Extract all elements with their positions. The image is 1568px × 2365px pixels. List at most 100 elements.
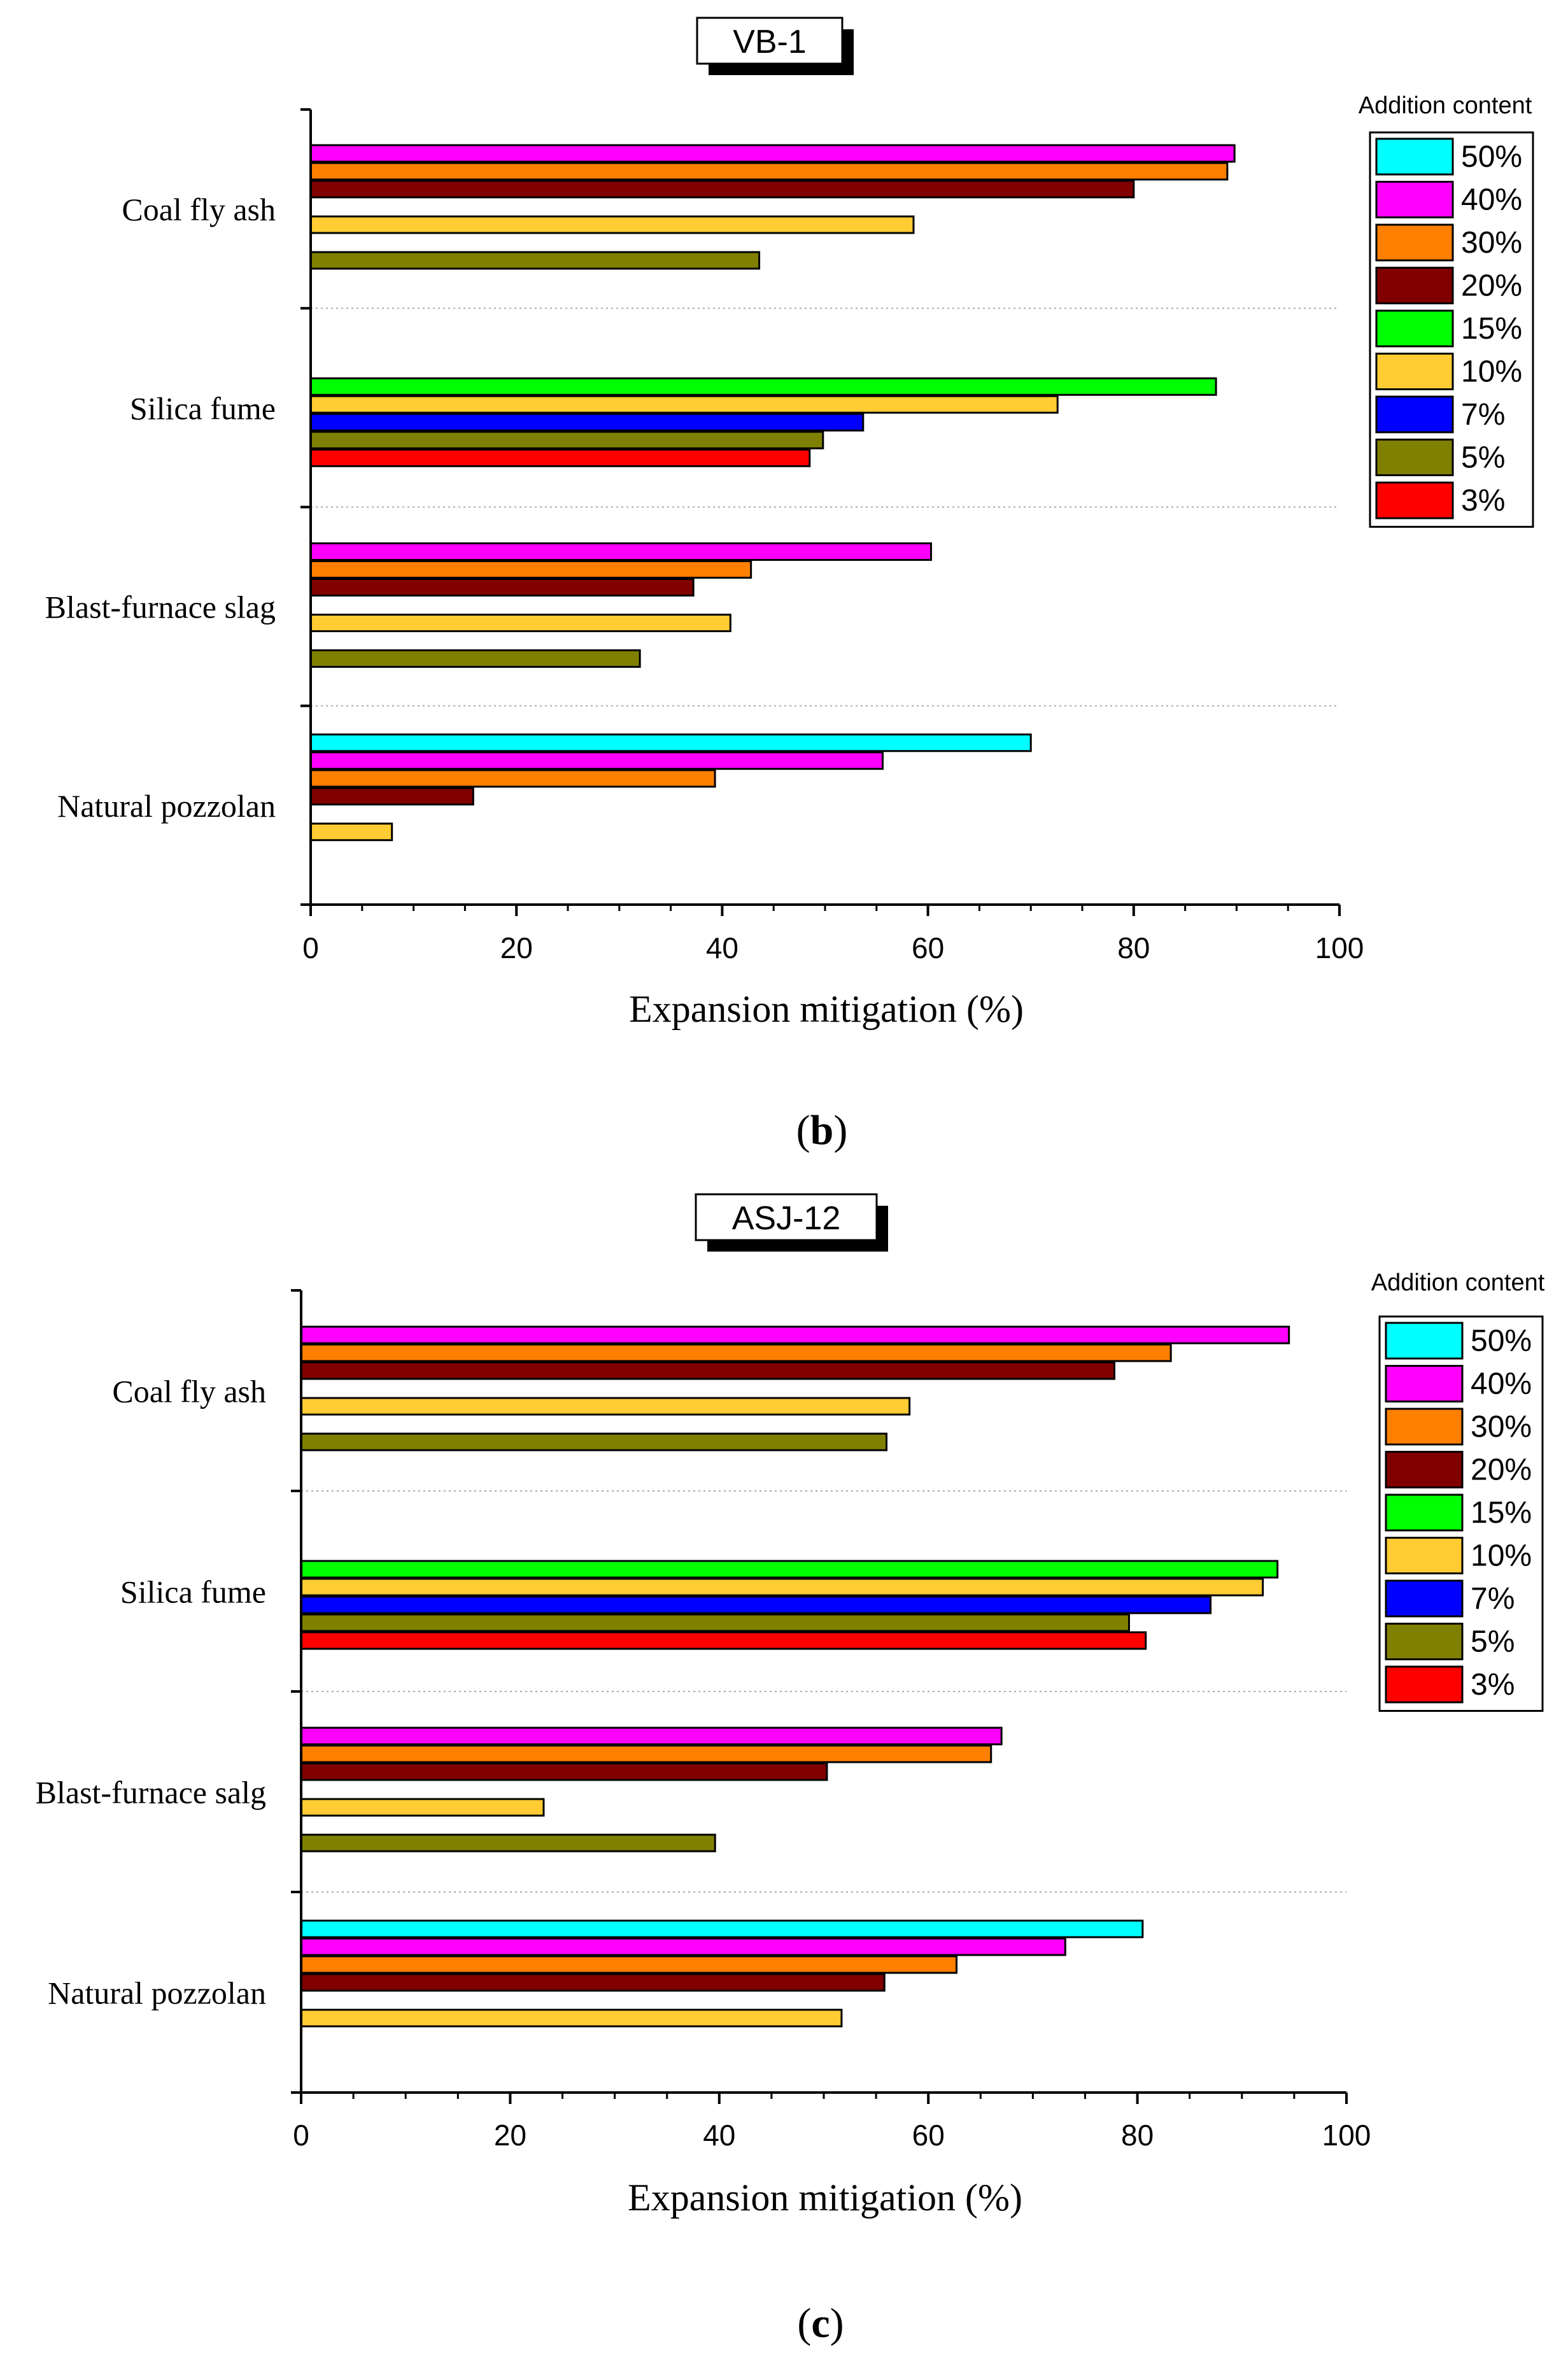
legend-swatch-15pct — [1375, 309, 1454, 348]
chart-title: VB-1 — [733, 24, 807, 60]
x-tick-label: 0 — [302, 931, 319, 964]
legend-label: 40% — [1461, 183, 1522, 217]
legend-label: 7% — [1471, 1582, 1515, 1616]
x-tick-label: 80 — [1121, 2119, 1154, 2152]
legend-swatch-20pct — [1375, 267, 1454, 304]
bar-natural-pozzolan-20pct — [309, 787, 474, 806]
caption-open-paren: ( — [796, 1107, 810, 1154]
bar-coal-fly-ash-5pct — [309, 251, 761, 270]
title-box — [695, 1193, 878, 1241]
bar-silica-fume-10pct — [300, 1578, 1264, 1597]
x-tick-label: 0 — [293, 2119, 309, 2152]
bar-coal-fly-ash-30pct — [300, 1343, 1172, 1362]
chart-panel-b: VB-1 Coal fly ash Silica fume Blast-furnace… — [45, 17, 1534, 1154]
x-axis-label: Expansion mitigation (%) — [628, 2177, 1022, 2219]
caption-open-paren: ( — [797, 2300, 811, 2347]
x-tick-label: 100 — [1315, 931, 1364, 964]
legend-swatch-5pct — [1375, 439, 1454, 476]
bar-blast-furnace-slag-10pct — [309, 614, 731, 632]
chart-title: ASJ-12 — [732, 1200, 841, 1237]
category-label: Coal fly ash — [112, 1374, 266, 1409]
x-tick-label: 40 — [706, 931, 738, 964]
bar-silica-fume-15pct — [300, 1560, 1279, 1579]
bar-blast-furnace-slag-30pct — [309, 560, 752, 579]
category-label: Natural pozzolan — [48, 1975, 266, 2011]
bar-silica-fume-15pct — [309, 377, 1217, 396]
legend-title: Addition content — [1359, 92, 1532, 119]
bar-coal-fly-ash-10pct — [300, 1397, 911, 1416]
bar-natural-pozzolan-30pct — [300, 1955, 958, 1974]
bar-silica-fume-7pct — [309, 413, 865, 432]
legend-label: 5% — [1461, 441, 1505, 475]
legend-swatch-7pct — [1385, 1579, 1464, 1618]
bar-coal-fly-ash-30pct — [309, 162, 1229, 181]
caption-close-paren: ) — [833, 1107, 847, 1154]
bar-blast-furnace-slag-5pct — [309, 649, 641, 668]
bar-coal-fly-ash-20pct — [309, 180, 1135, 199]
legend-label: 15% — [1461, 312, 1522, 346]
category-label: Blast-furnace slag — [45, 589, 276, 625]
x-tick-label: 60 — [912, 931, 944, 964]
bar-silica-fume-5pct — [309, 430, 824, 449]
bar-silica-fume-3pct — [300, 1631, 1147, 1650]
x-tick-label: 20 — [494, 2119, 526, 2152]
x-tick-label: 20 — [500, 931, 533, 964]
legend-swatch-5pct — [1385, 1623, 1464, 1660]
bar-natural-pozzolan-50pct — [300, 1919, 1144, 1938]
bar-natural-pozzolan-20pct — [300, 1973, 886, 1992]
legend-label: 50% — [1461, 140, 1522, 174]
bar-natural-pozzolan-30pct — [309, 769, 716, 788]
legend-label: 30% — [1471, 1410, 1532, 1444]
bar-blast-furnace-salg-5pct — [300, 1833, 716, 1853]
legend-label: 5% — [1471, 1625, 1515, 1659]
legend-label: 3% — [1471, 1668, 1515, 1702]
bar-natural-pozzolan-40pct — [309, 751, 884, 770]
x-tick-label: 80 — [1117, 931, 1150, 964]
legend-label: 10% — [1471, 1539, 1532, 1573]
legend-swatch-20pct — [1385, 1451, 1464, 1488]
legend-swatch-40pct — [1375, 181, 1454, 218]
legend: 50% 40% 30% 20% 15% 10% 7% 5% 3% — [1378, 1315, 1544, 1712]
bar-coal-fly-ash-5pct — [300, 1432, 888, 1451]
caption-close-paren: ) — [830, 2300, 844, 2347]
x-tick-label: 60 — [912, 2119, 945, 2152]
legend-label: 50% — [1471, 1324, 1532, 1358]
title-box — [696, 17, 844, 65]
legend-swatch-50pct — [1375, 138, 1454, 176]
bar-blast-furnace-salg-10pct — [300, 1798, 545, 1817]
legend-swatch-30pct — [1375, 223, 1454, 262]
legend-swatch-50pct — [1385, 1322, 1464, 1360]
legend-label: 30% — [1461, 226, 1522, 260]
category-label: Natural pozzolan — [57, 788, 276, 824]
legend-label: 3% — [1461, 484, 1505, 518]
legend-label: 10% — [1461, 355, 1522, 389]
bar-silica-fume-5pct — [300, 1613, 1130, 1632]
bar-natural-pozzolan-10pct — [309, 822, 393, 842]
panel-caption: (c) — [797, 2300, 844, 2347]
bar-blast-furnace-slag-20pct — [309, 578, 695, 597]
legend: 50% 40% 30% 20% 15% 10% 7% 5% 3% — [1369, 131, 1534, 528]
bar-natural-pozzolan-50pct — [309, 733, 1032, 752]
bar-natural-pozzolan-40pct — [300, 1937, 1066, 1956]
caption-letter: c — [811, 2300, 830, 2347]
bar-silica-fume-10pct — [309, 395, 1059, 414]
legend-label: 20% — [1461, 269, 1522, 303]
category-label: Silica fume — [130, 390, 276, 426]
bar-blast-furnace-salg-20pct — [300, 1762, 828, 1781]
legend-label: 20% — [1471, 1453, 1532, 1487]
bar-blast-furnace-slag-40pct — [309, 542, 932, 561]
panel-caption: (b) — [796, 1107, 848, 1154]
x-tick-label: 40 — [703, 2119, 735, 2152]
bar-coal-fly-ash-40pct — [300, 1325, 1290, 1345]
legend-swatch-15pct — [1385, 1493, 1464, 1532]
legend-label: 7% — [1461, 398, 1505, 432]
legend-swatch-10pct — [1385, 1537, 1464, 1574]
legend-swatch-30pct — [1385, 1408, 1464, 1446]
x-tick-label: 100 — [1322, 2119, 1371, 2152]
bar-blast-furnace-salg-40pct — [300, 1726, 1003, 1746]
bar-natural-pozzolan-10pct — [300, 2008, 843, 2028]
category-label: Coal fly ash — [122, 192, 276, 227]
legend-swatch-7pct — [1375, 395, 1454, 434]
legend-swatch-3pct — [1375, 481, 1454, 519]
